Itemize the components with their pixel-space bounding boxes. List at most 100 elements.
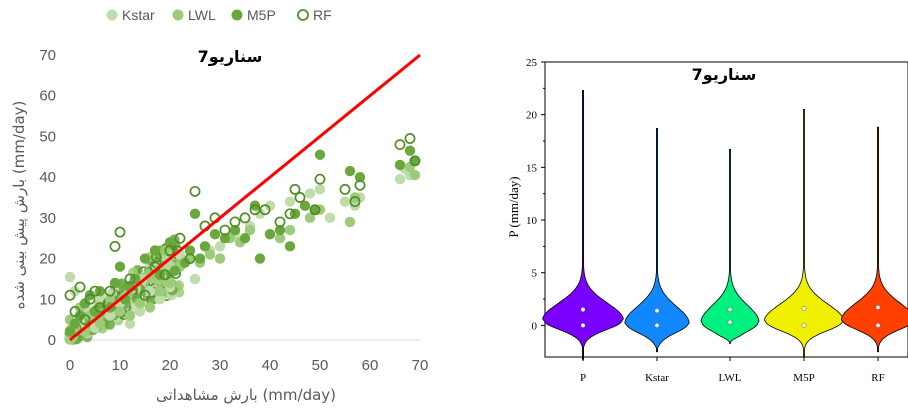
- scatter-point-m5p: [274, 224, 286, 236]
- violin-y-tick-label: 0: [532, 320, 538, 332]
- scatter-point-kstar: [144, 285, 156, 297]
- scatter-point-kstar: [339, 196, 351, 207]
- scatter-point-lwl: [164, 277, 176, 289]
- scatter-y-tick-label: 40: [39, 169, 56, 186]
- scatter-point-kstar: [154, 294, 166, 305]
- violin-y-tick-label: 10: [526, 215, 538, 227]
- violin-m5p: [763, 109, 845, 358]
- scatter-point-m5p: [254, 253, 266, 264]
- scatter-point-rf: [69, 306, 81, 317]
- scatter-point-rf: [394, 139, 406, 151]
- scatter-point-rf: [339, 183, 351, 195]
- scatter-cloud-point: [104, 319, 116, 330]
- scatter-point-m5p: [189, 208, 201, 219]
- scatter-x-tick-label: 70: [412, 357, 429, 374]
- scatter-point-rf: [349, 196, 361, 208]
- scatter-x-tick-label: 60: [362, 357, 379, 374]
- scatter-point-m5p: [79, 298, 91, 309]
- scatter-point-rf: [109, 240, 121, 252]
- scatter-point-kstar: [69, 285, 81, 297]
- scatter-y-tick-label: 30: [39, 210, 56, 227]
- scatter-point-lwl: [274, 233, 286, 244]
- scatter-point-rf: [74, 281, 86, 293]
- scatter-point-rf: [219, 224, 231, 236]
- scatter-point-m5p: [109, 277, 121, 289]
- scatter-point-kstar: [134, 306, 146, 317]
- legend-marker: [172, 9, 184, 21]
- scatter-point-rf: [239, 212, 251, 224]
- violin-mean-marker: [580, 307, 586, 312]
- scatter-point-lwl: [284, 224, 296, 236]
- scatter-point-m5p: [394, 159, 406, 171]
- scatter-point-kstar: [254, 208, 266, 219]
- legend-marker: [231, 9, 243, 21]
- scatter-x-tick-label: 30: [212, 357, 229, 374]
- scatter-point-m5p: [89, 306, 101, 317]
- scatter-point-rf: [139, 289, 151, 301]
- scatter-point-rf: [79, 314, 91, 326]
- scatter-point-lwl: [204, 249, 216, 260]
- scatter-x-tick-label: 20: [162, 357, 179, 374]
- scatter-point-m5p: [314, 149, 326, 160]
- scatter-point-rf: [294, 192, 306, 203]
- scatter-point-m5p: [284, 241, 296, 252]
- scatter-point-rf: [174, 232, 186, 244]
- scatter-point-rf: [189, 185, 201, 197]
- legend-item-lwl: LWL: [172, 7, 216, 23]
- scatter-point-lwl: [94, 318, 106, 329]
- scatter-point-rf: [89, 285, 101, 297]
- scatter-point-kstar: [104, 310, 116, 321]
- scatter-point-lwl: [154, 285, 166, 297]
- scatter-x-axis: 0 10 20 30 40 50 60 70: [66, 339, 429, 374]
- scatter-point-rf: [94, 301, 106, 313]
- violin-y-tick-label: 15: [526, 162, 538, 174]
- scatter-points: [64, 53, 421, 345]
- violins: [542, 90, 908, 360]
- violin-median-marker: [727, 319, 733, 325]
- scatter-point-rf: [124, 273, 136, 285]
- scatter-point-kstar: [264, 200, 276, 211]
- scatter-point-rf: [229, 216, 241, 228]
- scatter-point-m5p: [194, 253, 206, 264]
- scatter-point-kstar: [124, 318, 136, 329]
- scatter-point-rf: [84, 293, 96, 305]
- scatter-y-tick-labels: 0 10 20 30 40 50 60 70: [39, 47, 56, 349]
- scatter-point-lwl: [214, 253, 226, 264]
- violin-y-tick-label: 25: [526, 57, 538, 69]
- scatter-point-rf: [314, 173, 326, 185]
- violin-mean-marker: [654, 308, 660, 314]
- scatter-x-tick-label: 0: [66, 357, 74, 374]
- scatter-point-kstar: [304, 188, 316, 199]
- scatter-chart: Kstar LWL M5P RF سناریو7 0 10 20 30 40 50 60 70 0 1…: [10, 7, 428, 404]
- scatter-title: سناریو7: [198, 47, 263, 66]
- scatter-y-tick-label: 20: [39, 251, 56, 268]
- legend-label: LWL: [188, 7, 216, 23]
- scatter-point-m5p: [64, 326, 76, 338]
- scatter-y-tick-label: 50: [39, 128, 56, 145]
- scatter-y-tick-label: 70: [39, 47, 56, 64]
- scatter-legend: Kstar LWL M5P RF: [106, 7, 332, 23]
- scatter-point-m5p: [409, 155, 421, 167]
- legend-label: Kstar: [122, 7, 155, 23]
- violin-x-tick-label: Kstar: [645, 372, 669, 384]
- scatter-point-m5p: [354, 171, 366, 183]
- violin-y-axis: 0 5 10 15 20 25: [526, 57, 545, 332]
- violin-y-tick-label: 5: [532, 268, 538, 280]
- scatter-point-m5p: [404, 145, 416, 156]
- scatter-point-rf: [64, 289, 76, 301]
- scatter-point-rf: [259, 204, 271, 216]
- scatter-point-rf: [114, 226, 126, 238]
- scatter-point-m5p: [299, 200, 311, 211]
- violin-mean-marker: [801, 306, 807, 311]
- legend-marker: [297, 9, 309, 21]
- scatter-point-m5p: [239, 233, 251, 244]
- scatter-point-m5p: [184, 245, 196, 256]
- scatter-point-lwl: [244, 224, 256, 236]
- legend-label: M5P: [247, 7, 276, 23]
- scatter-point-kstar: [394, 173, 406, 185]
- scatter-point-lwl: [344, 216, 356, 228]
- violin-lwl: [700, 149, 760, 344]
- scatter-point-kstar: [314, 184, 326, 195]
- violin-median-marker: [654, 322, 660, 328]
- scatter-point-lwl: [124, 310, 136, 321]
